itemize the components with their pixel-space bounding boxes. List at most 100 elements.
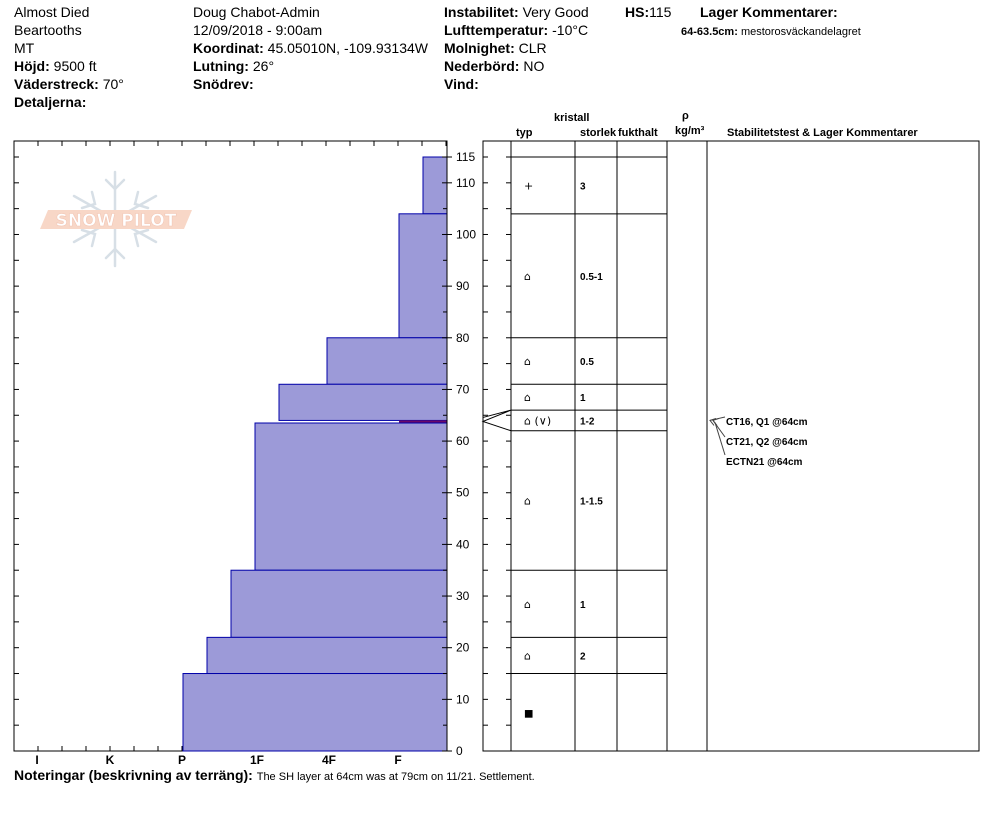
size-header: storlek bbox=[580, 127, 617, 139]
layer-comment-text: mestorosväckandelagret bbox=[740, 26, 861, 38]
hardness-bar bbox=[326, 337, 448, 385]
crystal-type-symbol: ■ bbox=[524, 708, 533, 719]
crystal-size-label: 2 bbox=[580, 651, 586, 662]
air-temp-value: -10°C bbox=[552, 22, 589, 38]
aspect-value: 70° bbox=[102, 76, 124, 92]
notes-label: Noteringar (beskrivning av terräng): bbox=[14, 767, 253, 783]
crystal-type-symbol: ⌂ bbox=[524, 494, 531, 507]
crystal-type-symbol: ⌂ bbox=[524, 355, 531, 368]
depth-tick-label: 110 bbox=[456, 176, 475, 190]
sky-label: Molnighet: bbox=[444, 40, 515, 56]
wind-label: Vind: bbox=[444, 76, 479, 92]
elevation-row: Höjd: 9500 ft bbox=[14, 58, 96, 74]
wind-loading-label: Snödrev: bbox=[193, 76, 254, 92]
hardness-tick-label: P bbox=[178, 753, 186, 767]
hardness-bar bbox=[206, 636, 448, 675]
crystal-size-label: 0.5 bbox=[580, 357, 594, 368]
type-header: typ bbox=[516, 127, 533, 139]
sky-row: Molnighet: CLR bbox=[444, 40, 547, 56]
crystal-type-symbol: ⌂ bbox=[524, 391, 531, 404]
stability-label: Instabilitet: bbox=[444, 4, 519, 20]
hardness-tick-label: I bbox=[35, 753, 38, 767]
stability-row: Instabilitet: Very Good bbox=[444, 4, 589, 20]
logo-text: SNOW PILOT bbox=[56, 211, 177, 231]
hardness-bar bbox=[182, 673, 448, 752]
rho-header: ρ bbox=[682, 110, 689, 122]
datetime: 12/09/2018 - 9:00am bbox=[193, 22, 323, 38]
depth-tick-label: 50 bbox=[456, 486, 470, 500]
crystal-type-symbol: ⌂ bbox=[524, 598, 531, 611]
location-name: Almost Died bbox=[14, 4, 90, 20]
crystal-type-symbol: ⌂ (∨) bbox=[524, 414, 551, 427]
depth-tick-label: 90 bbox=[456, 279, 470, 293]
slope-value: 26° bbox=[252, 58, 275, 74]
crystal-size-label: 1 bbox=[580, 600, 586, 611]
crystal-size-label: 1 bbox=[580, 393, 586, 404]
layer-table-frame bbox=[482, 140, 980, 752]
moisture-header: fukthalt bbox=[618, 127, 658, 139]
stability-test-label: ECTN21 @64cm bbox=[726, 457, 803, 468]
hs-value: 115 bbox=[649, 4, 672, 20]
hardness-tick-label: 1F bbox=[250, 753, 264, 767]
crystal-type-symbol: + bbox=[524, 179, 533, 192]
aspect-label: Väderstreck: bbox=[14, 76, 99, 92]
depth-tick-label: 40 bbox=[456, 537, 470, 551]
hardness-tick-label: K bbox=[106, 753, 115, 767]
details-label: Detaljerna: bbox=[14, 94, 87, 110]
depth-tick-label: 80 bbox=[456, 331, 470, 345]
crystal-size-label: 1-2 bbox=[580, 416, 595, 427]
mountain-range: Beartooths bbox=[14, 22, 82, 38]
depth-tick-label: 60 bbox=[456, 434, 470, 448]
hardness-highlight-bar bbox=[399, 420, 447, 424]
hardness-bar bbox=[230, 569, 448, 638]
precip-label: Nederbörd: bbox=[444, 58, 520, 74]
depth-tick-label: 20 bbox=[456, 641, 470, 655]
precip-row: Nederbörd: NO bbox=[444, 58, 544, 74]
stability-tests-header: Stabilitetstest & Lager Kommentarer bbox=[727, 127, 918, 139]
layer-comment-range: 64-63.5cm: bbox=[681, 26, 738, 38]
slope-row: Lutning: 26° bbox=[193, 58, 274, 74]
precip-value: NO bbox=[523, 58, 545, 74]
depth-tick-label: 70 bbox=[456, 382, 470, 396]
observer: Doug Chabot-Admin bbox=[193, 4, 320, 20]
crystal-size-label: 3 bbox=[580, 181, 586, 192]
state: MT bbox=[14, 40, 35, 56]
coord-row: Koordinat: 45.05010N, -109.93134W bbox=[193, 40, 428, 56]
density-unit-header: kg/m³ bbox=[675, 125, 705, 137]
stability-value: Very Good bbox=[522, 4, 589, 20]
hardness-bar bbox=[398, 213, 448, 339]
depth-tick-label: 30 bbox=[456, 589, 470, 603]
hardness-tick-label: F bbox=[394, 753, 401, 767]
coord-label: Koordinat: bbox=[193, 40, 264, 56]
crystal-size-label: 0.5-1 bbox=[580, 272, 603, 283]
stability-test-label: CT21, Q2 @64cm bbox=[726, 437, 808, 448]
stability-test-arrowhead bbox=[709, 417, 717, 426]
air-temp-row: Lufttemperatur: -10°C bbox=[444, 22, 588, 38]
layer-comment-row: 64-63.5cm: mestorosväckandelagret bbox=[681, 24, 861, 40]
stability-test-label: CT16, Q1 @64cm bbox=[726, 417, 808, 428]
hardness-bar bbox=[254, 422, 448, 571]
aspect-row: Väderstreck: 70° bbox=[14, 76, 124, 92]
sky-value: CLR bbox=[518, 40, 547, 56]
snowpilot-logo: SNOW PILOT bbox=[40, 170, 192, 268]
hs-label: HS: bbox=[625, 4, 650, 20]
crystal-type-symbol: ⌂ bbox=[524, 649, 531, 662]
crystal-type-symbol: ⌂ bbox=[524, 270, 531, 283]
elevation-value: 9500 ft bbox=[53, 58, 97, 74]
crystal-size-label: 1-1.5 bbox=[580, 496, 603, 507]
air-temp-label: Lufttemperatur: bbox=[444, 22, 549, 38]
weak-layer-marker bbox=[481, 409, 512, 432]
notes-text: The SH layer at 64cm was at 79cm on 11/2… bbox=[256, 771, 535, 783]
elevation-label: Höjd: bbox=[14, 58, 50, 74]
hardness-bar bbox=[278, 383, 448, 421]
hardness-tick-label: 4F bbox=[322, 753, 336, 767]
slope-label: Lutning: bbox=[193, 58, 249, 74]
depth-tick-label: 10 bbox=[456, 692, 470, 706]
coord-value: 45.05010N, -109.93134W bbox=[267, 40, 428, 56]
depth-tick-label: 0 bbox=[456, 744, 463, 758]
hs-row: HS:115 bbox=[625, 4, 671, 20]
stability-test-pointer bbox=[714, 422, 726, 456]
notes-row: Noteringar (beskrivning av terräng): The… bbox=[14, 767, 535, 785]
hardness-bar bbox=[422, 156, 448, 215]
